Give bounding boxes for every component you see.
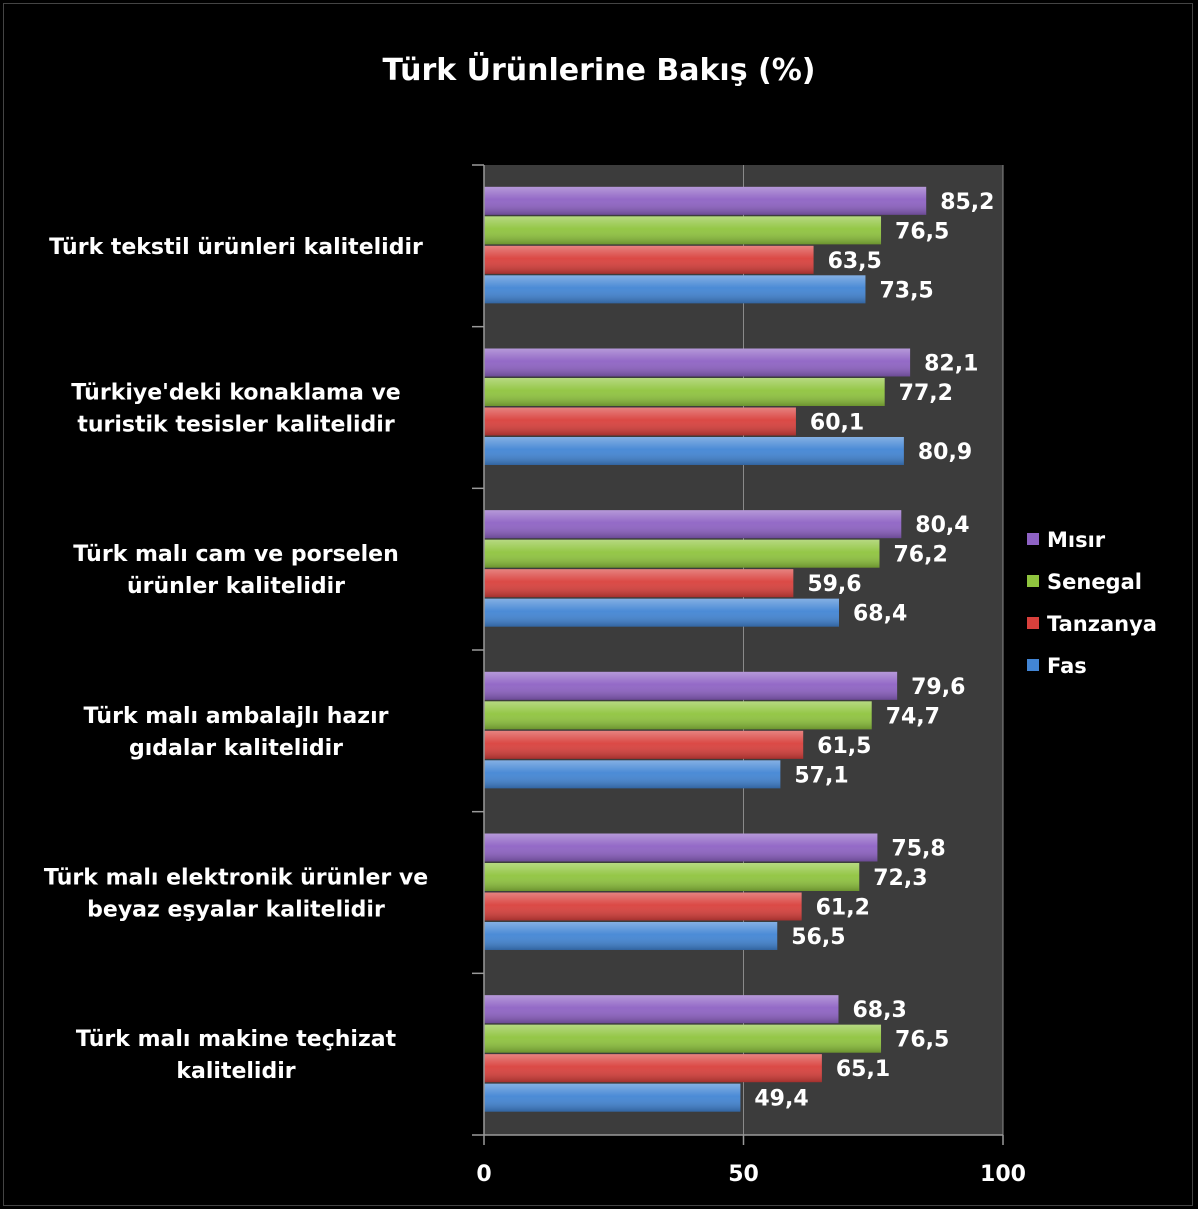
data-label: 76,5 — [895, 219, 949, 244]
data-label: 76,5 — [895, 1028, 949, 1053]
data-label: 80,4 — [915, 513, 969, 538]
category-label: Türk malı makine teçhizat kalitelidir — [76, 1027, 397, 1084]
bar-highlight — [484, 186, 927, 215]
legend-swatch — [1027, 533, 1039, 545]
x-tick-label: 100 — [980, 1162, 1026, 1187]
data-label: 74,7 — [886, 704, 940, 729]
category-label: Türk malı ambalajlı hazır gıdalar kalitel… — [84, 704, 389, 761]
bar-highlight — [484, 407, 796, 436]
category-label: Türkiye'deki konaklama ve turistik tesisl… — [71, 381, 400, 438]
bar-highlight — [484, 1054, 822, 1083]
data-label: 56,5 — [791, 925, 845, 950]
bar-highlight — [484, 701, 872, 730]
bar-highlight — [484, 730, 804, 759]
bar-highlight — [484, 671, 898, 700]
bar-highlight — [484, 863, 860, 891]
data-label: 59,6 — [807, 572, 861, 597]
x-tick-label: 0 — [476, 1162, 491, 1187]
data-label: 63,5 — [828, 249, 882, 274]
data-label: 82,1 — [924, 352, 978, 377]
data-label: 72,3 — [873, 866, 927, 891]
bar-highlight — [484, 995, 839, 1024]
bar-highlight — [484, 598, 839, 627]
data-label: 75,8 — [891, 837, 945, 862]
data-label: 79,6 — [911, 675, 965, 700]
data-label: 68,4 — [853, 602, 907, 627]
bar-highlight — [484, 216, 882, 245]
data-label: 85,2 — [940, 190, 994, 215]
legend-swatch — [1027, 617, 1039, 629]
bar-highlight — [484, 437, 904, 465]
data-label: 80,9 — [918, 440, 972, 465]
chart-frame — [3, 3, 1193, 1206]
bar-highlight — [484, 1083, 741, 1112]
chart-title: Türk Ürünlerine Bakış (%) — [382, 51, 815, 88]
data-label: 60,1 — [810, 411, 864, 436]
data-label: 76,2 — [893, 543, 947, 568]
category-label: Türk malı cam ve porselen ürünler kalitel… — [73, 542, 398, 599]
category-label: Türk tekstil ürünleri kalitelidir — [49, 235, 423, 260]
bar-highlight — [484, 569, 794, 598]
bar-highlight — [484, 510, 902, 539]
data-label: 61,5 — [817, 734, 871, 759]
category-label: Türk malı elektronik ürünler ve beyaz eşy… — [44, 866, 428, 923]
bar-highlight — [484, 539, 880, 568]
data-label: 49,4 — [754, 1087, 808, 1112]
bar-highlight — [484, 1024, 882, 1053]
bar-highlight — [484, 833, 878, 862]
legend-label: Tanzanya — [1047, 612, 1157, 636]
data-label: 68,3 — [852, 998, 906, 1023]
legend-swatch — [1027, 659, 1039, 671]
bar-highlight — [484, 275, 866, 304]
bar-highlight — [484, 922, 778, 950]
bar-highlight — [484, 378, 885, 406]
data-label: 61,2 — [816, 896, 870, 921]
bar-highlight — [484, 348, 911, 377]
bar-highlight — [484, 760, 781, 789]
legend-label: Fas — [1047, 654, 1087, 678]
bar-highlight — [484, 245, 814, 274]
x-tick-label: 50 — [728, 1162, 759, 1187]
legend-label: Senegal — [1047, 570, 1142, 594]
data-label: 73,5 — [879, 278, 933, 303]
data-label: 57,1 — [794, 763, 848, 788]
bar-highlight — [484, 892, 802, 921]
legend-swatch — [1027, 575, 1039, 587]
data-label: 77,2 — [899, 381, 953, 406]
data-label: 65,1 — [836, 1057, 890, 1082]
legend-label: Mısır — [1047, 528, 1106, 552]
